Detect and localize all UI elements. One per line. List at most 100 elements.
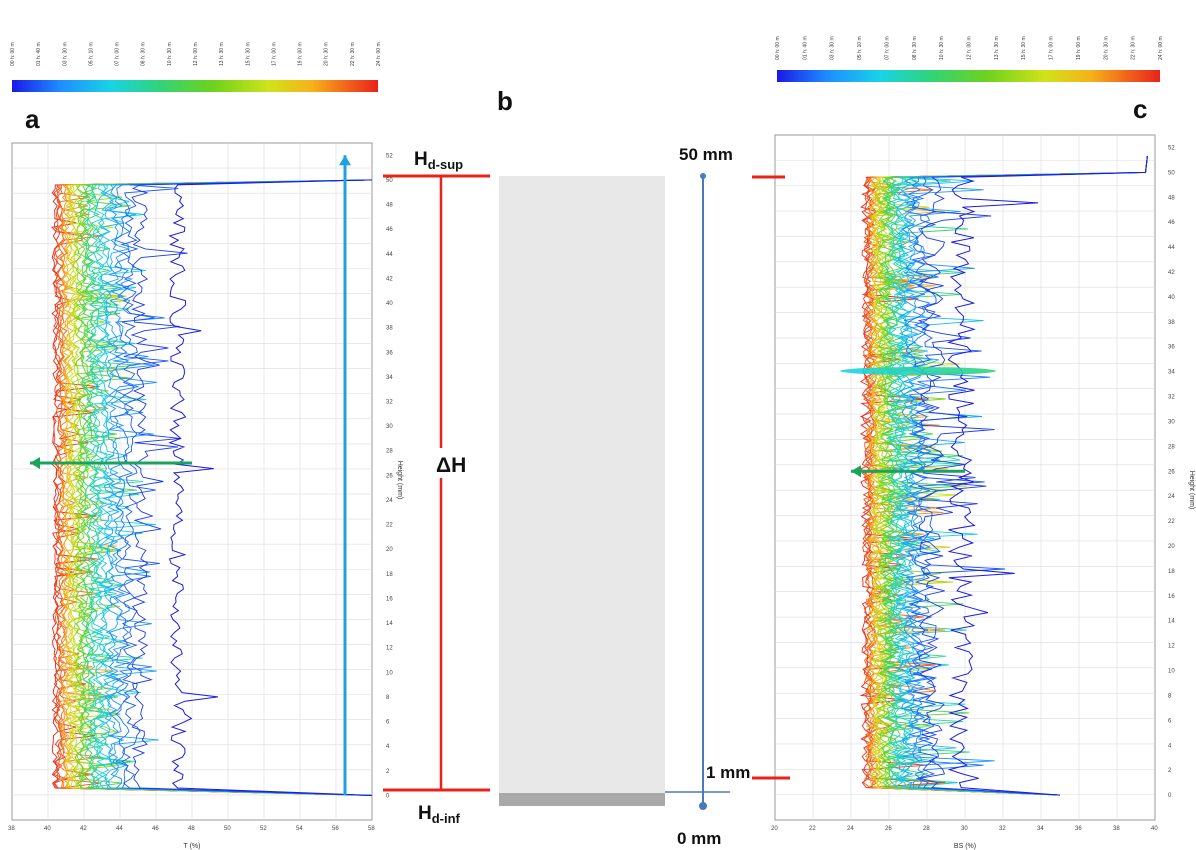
y-tick-label: 16 [386, 596, 393, 602]
profile-line [880, 156, 1148, 796]
y-tick-label: 48 [1168, 195, 1175, 201]
y-tick-label: 8 [1168, 693, 1172, 699]
profiles-c [840, 156, 1148, 796]
x-tick-label: 54 [296, 826, 303, 832]
colorbar-tick-label: 10 h: 30 m [167, 42, 173, 66]
y-tick-label: 24 [386, 498, 393, 504]
x-tick-label: 30 [961, 826, 968, 832]
y-tick-label: 46 [386, 227, 393, 233]
profile-line [83, 179, 373, 796]
x-tick-label: 28 [923, 826, 930, 832]
profiles-a [51, 179, 373, 796]
profile-line [107, 179, 373, 796]
colorbar-tick-label: 19 h: 00 m [298, 42, 304, 66]
profile-line [893, 156, 1148, 796]
x-tick-label: 46 [152, 826, 159, 832]
colorbar-tick-label: 05 h: 10 m [857, 36, 863, 60]
y-tick-label: 50 [1168, 170, 1175, 176]
up-arrow-head [339, 155, 351, 166]
colorbar-tick-label: 10 h: 30 m [939, 36, 945, 60]
profile-line [68, 179, 373, 796]
y-tick-label: 14 [1168, 619, 1175, 625]
left-arrow-head [30, 457, 40, 470]
y-tick-label: 8 [386, 695, 390, 701]
zero-mm-label: 0 mm [677, 829, 721, 848]
y-tick-label: 50 [386, 178, 393, 184]
profile-line [868, 156, 1148, 796]
y-tick-label: 16 [1168, 594, 1175, 600]
y-tick-label: 44 [1168, 245, 1175, 251]
y-tick-label: 38 [1168, 320, 1175, 326]
y-tick-label: 10 [1168, 669, 1175, 675]
y-tick-label: 30 [1168, 419, 1175, 425]
colorbar-right-labels: 00 h: 00 m 01 h: 40 m 03 h: 30 m 05 h: 10 m… [775, 36, 1164, 60]
y-tick-label: 0 [386, 793, 390, 799]
colorbar-tick-label: 24 h: 00 m [376, 42, 382, 66]
panel-letter-c: c [1133, 94, 1147, 124]
chart-panel-a: 0246810121416182022242628303234363840424… [8, 142, 403, 850]
y-axis-label-a: Height (mm) [396, 461, 403, 500]
x-tick-label: 24 [847, 826, 854, 832]
hd-inf-label: Hd-inf [418, 803, 461, 826]
y-tick-label: 14 [386, 621, 393, 627]
x-tick-label: 38 [8, 826, 15, 832]
colorbar-tick-label: 08 h: 30 m [141, 42, 147, 66]
y-tick-label: 42 [386, 276, 393, 282]
y-tick-label: 36 [386, 350, 393, 356]
profile-line [81, 179, 373, 796]
top-mm-label: 50 mm [679, 145, 733, 164]
x-tick-label: 38 [1113, 826, 1120, 832]
arrows-a [30, 155, 351, 796]
y-tick-label: 34 [1168, 370, 1175, 376]
y-tick-label: 38 [386, 326, 393, 332]
y-tick-label: 20 [386, 547, 393, 553]
profile-line [62, 179, 373, 796]
profile-line [862, 156, 1148, 796]
y-tick-label: 44 [386, 252, 393, 258]
y-tick-label: 28 [1168, 444, 1175, 450]
profile-line [881, 156, 1148, 796]
colorbar-tick-label: 19 h: 00 m [1076, 36, 1082, 60]
profile-line [58, 179, 373, 796]
y-tick-label: 46 [1168, 220, 1175, 226]
lens-artifact [840, 367, 996, 375]
y-tick-label: 4 [1168, 743, 1172, 749]
y-tick-label: 36 [1168, 345, 1175, 351]
colorbar-tick-label: 17 h: 00 m [271, 42, 277, 66]
profile-line [876, 156, 1148, 796]
y-tick-label: 2 [386, 769, 390, 775]
x-tick-label: 50 [224, 826, 231, 832]
colorbar-tick-label: 17 h: 00 m [1049, 36, 1055, 60]
profile-line [904, 156, 1148, 796]
profile-line [885, 156, 1148, 796]
colorbar-tick-label: 22 h: 30 m [350, 42, 356, 66]
profile-line [120, 179, 373, 796]
y-tick-label: 52 [386, 153, 393, 159]
y-tick-label: 18 [386, 572, 393, 578]
x-axis-label-c: BS (%) [954, 843, 976, 850]
profile-line [859, 156, 1148, 796]
profile-line [88, 179, 373, 796]
y-axis-label-c: Height (mm) [1188, 471, 1195, 510]
y-tick-label: 26 [1168, 469, 1175, 475]
y-tick-label: 32 [1168, 395, 1175, 401]
y-tick-label: 22 [386, 523, 393, 529]
y-tick-label: 4 [386, 744, 390, 750]
y-tick-label: 0 [1168, 793, 1172, 799]
panel-b-schematic: Hd-sup Hd-inf ΔH 50 mm 1 mm 0 mm [383, 145, 790, 848]
profile-line [66, 179, 373, 796]
y-tick-label: 12 [386, 646, 393, 652]
x-tick-label: 34 [1037, 826, 1044, 832]
one-mm-label: 1 mm [706, 763, 750, 782]
colorbar-tick-label: 00 h: 00 m [775, 36, 781, 60]
profile-line [946, 156, 1148, 796]
profile-line [53, 179, 373, 796]
colorbar-tick-label: 15 h: 30 m [1021, 36, 1027, 60]
x-tick-label: 20 [771, 826, 778, 832]
profile-line [917, 156, 1148, 796]
colorbar-tick-label: 13 h: 30 m [994, 36, 1000, 60]
profile-line [95, 179, 373, 796]
colorbar-tick-label: 07 h: 00 m [884, 36, 890, 60]
colorbar-left: 00 h: 00 m 01 h: 40 m 03 h: 30 m 05 h: 10 m… [10, 42, 382, 92]
sample-column-base [499, 793, 665, 806]
